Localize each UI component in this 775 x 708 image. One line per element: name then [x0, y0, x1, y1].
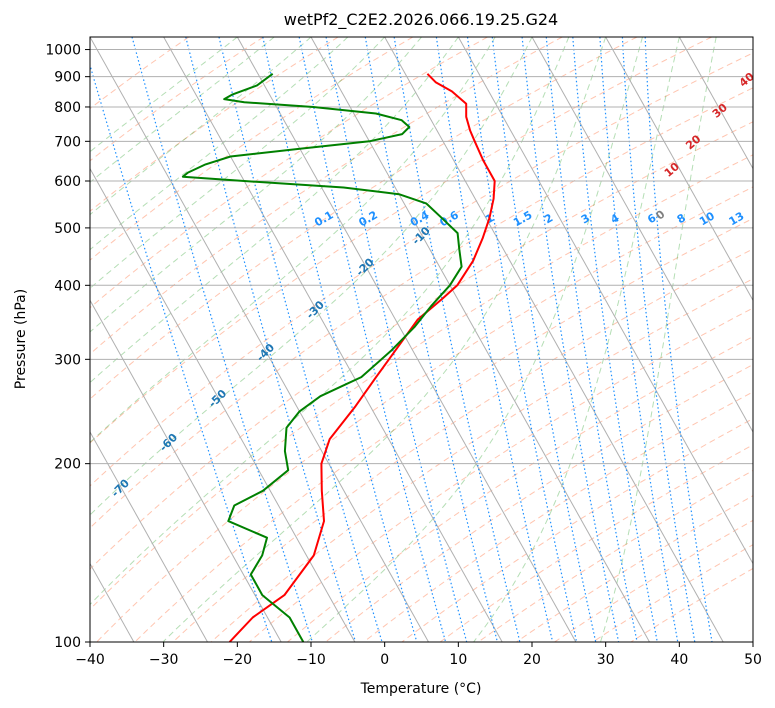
mixing-ratio-line [466, 37, 578, 642]
x-tick-label: −30 [149, 652, 179, 668]
y-tick-label: 1000 [45, 43, 81, 59]
moist-adiabat [600, 37, 717, 642]
y-tick-label: 400 [54, 278, 81, 294]
dry-adiabat [90, 121, 753, 570]
dry-adiabat [90, 37, 638, 400]
x-axis: −40 −30 −20 −10 0 10 20 30 40 50 [75, 642, 762, 668]
mixing-ratio-line [90, 63, 273, 642]
x-tick-label: −20 [223, 652, 253, 668]
y-tick-label: 100 [54, 635, 81, 651]
pressure-gridlines [90, 49, 753, 642]
moist-adiabat [90, 37, 349, 251]
isotherm-line [0, 37, 60, 642]
mixing-ratio-line [599, 37, 679, 642]
isotherm-line [384, 37, 724, 642]
isotherm-label: -80 [59, 518, 82, 541]
x-axis-label: Temperature (°C) [360, 681, 482, 697]
mixing-ratio-line [521, 37, 620, 642]
y-axis-label: Pressure (hPa) [13, 289, 29, 389]
isotherm-line [236, 37, 577, 642]
mixing-ratio-line [298, 37, 447, 642]
dry-adiabat [134, 217, 753, 642]
dry-adiabat [210, 278, 753, 642]
x-tick-label: 30 [597, 652, 615, 668]
y-tick-label: 600 [54, 174, 81, 190]
dry-adiabat [248, 307, 753, 642]
isotherm-line [457, 37, 753, 565]
mixing-ratio-line [218, 37, 383, 642]
dry-adiabat [90, 37, 339, 212]
x-tick-label: 0 [380, 652, 389, 668]
moist-adiabat [90, 37, 238, 153]
dry-adiabat [172, 248, 753, 642]
isotherm-label: -50 [206, 387, 229, 410]
dry-adiabat [90, 87, 753, 529]
moist-adiabat [90, 37, 422, 333]
isotherm-label: -70 [109, 476, 132, 499]
x-tick-label: 50 [744, 652, 762, 668]
x-tick-label: 40 [670, 652, 688, 668]
dewpoint-profile [181, 72, 463, 642]
dry-adiabat [516, 495, 753, 642]
moist-adiabat [90, 37, 459, 384]
mixing-ratio-line [491, 37, 597, 642]
moist-adiabat [90, 37, 533, 516]
x-tick-label: 10 [449, 652, 467, 668]
isotherm-line [678, 37, 753, 170]
isotherm-line [163, 37, 503, 642]
plot-frame [89, 36, 754, 643]
isotherm-line [90, 299, 282, 642]
y-tick-label: 900 [54, 70, 81, 86]
moist-adiabat [162, 37, 607, 642]
x-tick-label: −10 [296, 652, 326, 668]
moist-adiabat [306, 37, 643, 642]
isotherm-line [605, 37, 753, 302]
isotherm-line [310, 37, 650, 642]
mixing-ratio-line [364, 37, 498, 642]
y-tick-label: 300 [54, 352, 81, 368]
dry-adiabat [287, 336, 753, 642]
isotherm-line [90, 167, 356, 642]
x-tick-label: 20 [523, 652, 541, 668]
mixing-ratio-label: 16 [752, 209, 772, 228]
isotherm-label: -30 [304, 298, 327, 321]
y-tick-label: 800 [54, 100, 81, 116]
isotherm-line [752, 37, 753, 39]
data-series [181, 72, 496, 642]
dry-adiabat [96, 186, 753, 642]
y-axis: 100 200 300 400 500 600 700 800 900 1000 [45, 43, 90, 651]
mixing-ratio-line [262, 37, 418, 642]
isotherm-label: -20 [353, 255, 376, 278]
moist-adiabat [90, 37, 275, 183]
mixing-ratio-line [185, 37, 357, 642]
isotherm-line [90, 37, 429, 642]
isotherm-label: -60 [157, 431, 180, 454]
mixing-ratio-line [621, 37, 696, 642]
mixing-ratio-line [325, 37, 468, 642]
isotherm-label: -40 [254, 341, 277, 364]
isotherm-line [90, 430, 208, 642]
moist-adiabat [473, 37, 680, 642]
dry-adiabat [90, 52, 753, 487]
y-tick-label: 200 [54, 457, 81, 473]
isotherm-line [531, 37, 753, 433]
dry-adiabat [477, 469, 753, 642]
x-tick-label: −40 [75, 652, 105, 668]
dry-adiabat [592, 544, 753, 642]
dry-adiabat [554, 519, 753, 642]
dry-adiabat [90, 37, 563, 355]
dry-adiabat [90, 37, 414, 261]
background-lines [0, 37, 753, 642]
dry-adiabat [90, 154, 753, 611]
chart-title: wetPf2_C2E2.2026.066.19.25.G24 [284, 10, 558, 30]
isotherm-label: -90 [8, 560, 31, 583]
y-tick-label: 700 [54, 134, 81, 150]
mixing-ratio-line [644, 37, 713, 642]
y-tick-label: 500 [54, 221, 81, 237]
temperature-profile [228, 73, 496, 642]
